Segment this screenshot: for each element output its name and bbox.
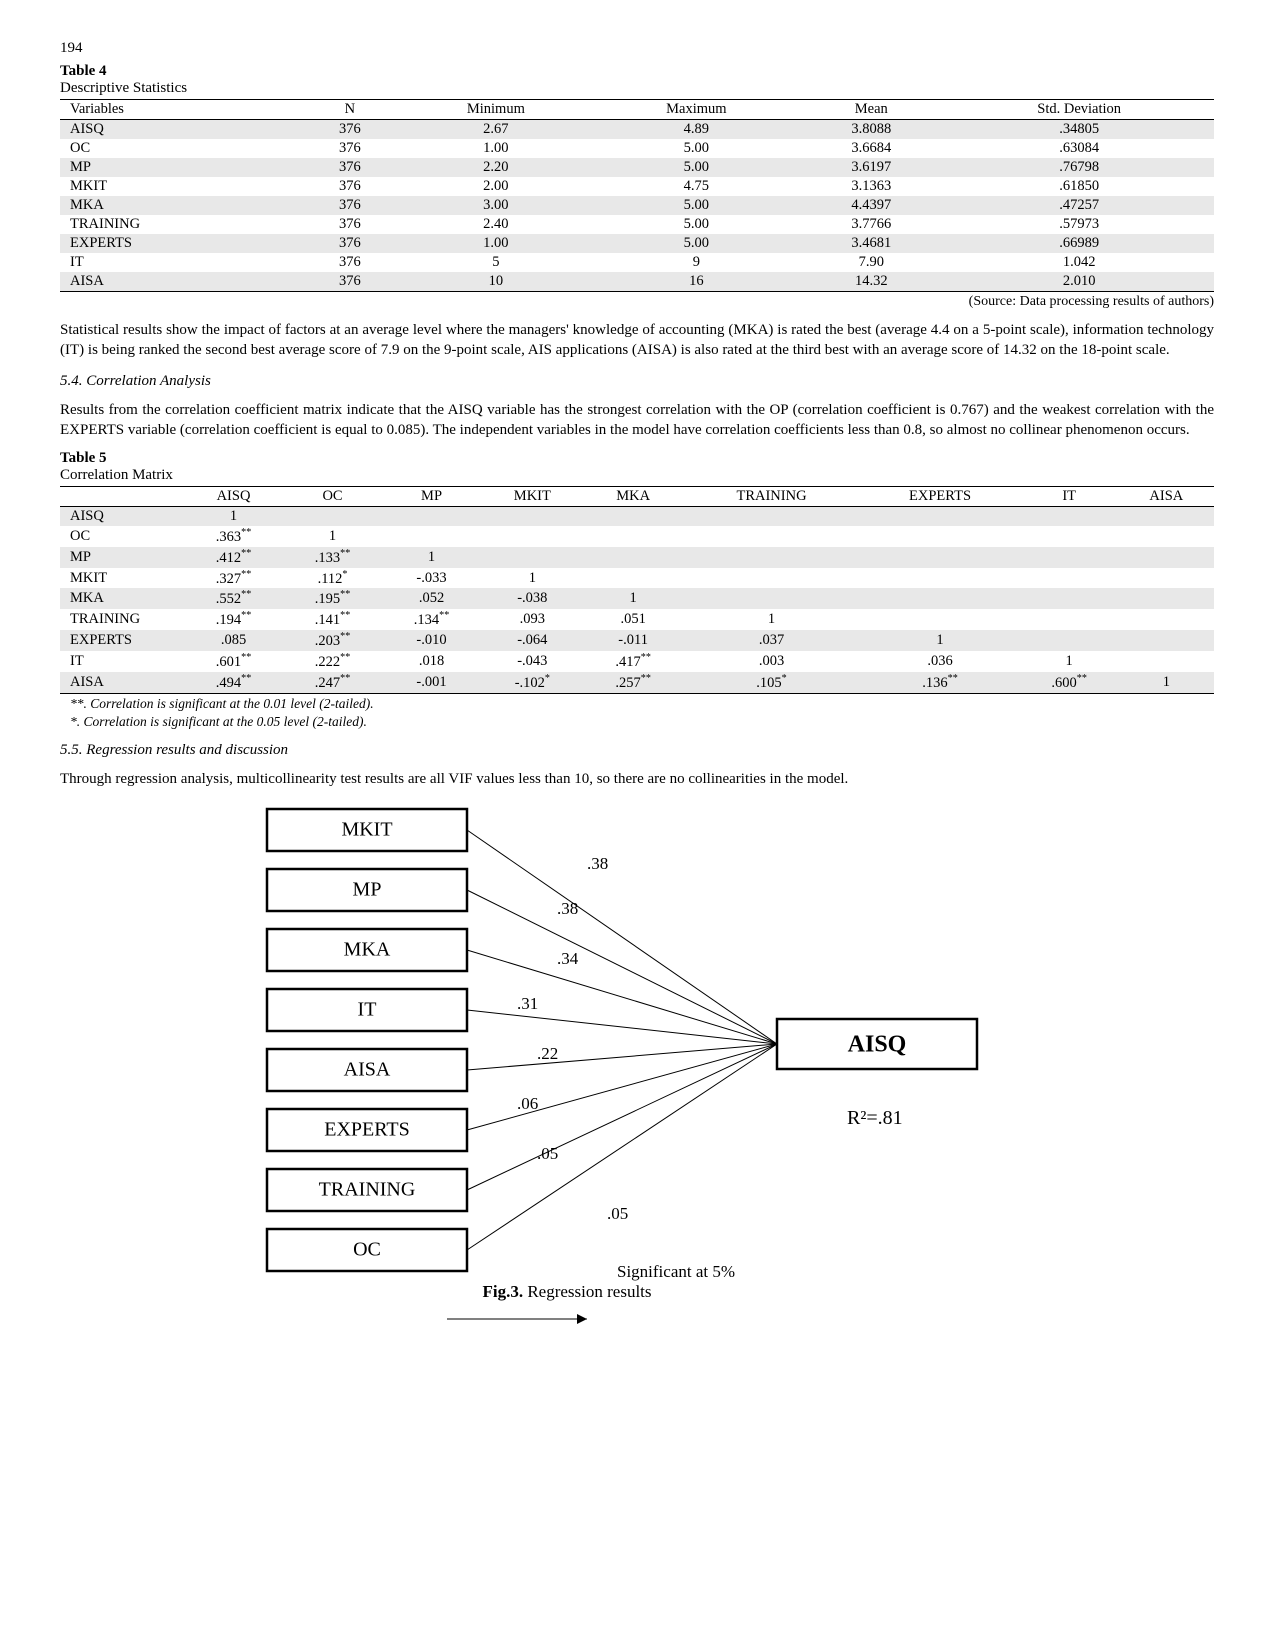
predictor-label: EXPERTS <box>324 1118 409 1140</box>
path-coefficient: .22 <box>537 1044 558 1063</box>
predictor-label: MKIT <box>341 818 392 840</box>
table-row: TRAINING.194**.141**.134**.093.0511 <box>60 609 1214 630</box>
table-row: MP3762.205.003.6197.76798 <box>60 158 1214 177</box>
table-row: OC.363**1 <box>60 526 1214 547</box>
table4-col: Variables <box>60 100 302 120</box>
path-edge <box>467 830 777 1044</box>
table5-footnote: **. Correlation is significant at the 0.… <box>70 696 1214 712</box>
table-row: MKA.552**.195**.052-.0381 <box>60 588 1214 609</box>
section-5-5-heading: 5.5. Regression results and discussion <box>60 742 1214 759</box>
table5-subtitle: Correlation Matrix <box>60 467 1214 484</box>
path-coefficient: .05 <box>537 1144 558 1163</box>
section-5-5-para: Through regression analysis, multicollin… <box>60 769 1214 789</box>
table4-subtitle: Descriptive Statistics <box>60 80 1214 97</box>
table4-col: Mean <box>798 100 944 120</box>
table5-col: EXPERTS <box>860 487 1019 507</box>
table4-col: Std. Deviation <box>944 100 1214 120</box>
table4-col: Minimum <box>397 100 594 120</box>
target-label: AISQ <box>848 1031 907 1057</box>
table-row: MKIT3762.004.753.1363.61850 <box>60 177 1214 196</box>
table5-col: AISA <box>1119 487 1214 507</box>
section-5-4-para: Results from the correlation coefficient… <box>60 400 1214 441</box>
path-coefficient: .38 <box>557 899 578 918</box>
table4: VariablesNMinimumMaximumMeanStd. Deviati… <box>60 99 1214 292</box>
table5-label: Table 5 <box>60 450 1214 467</box>
table-row: AISA.494**.247**-.001-.102*.257**.105*.1… <box>60 672 1214 693</box>
path-coefficient: .06 <box>517 1094 538 1113</box>
table5-col: OC <box>283 487 382 507</box>
table5: AISQOCMPMKITMKATRAININGEXPERTSITAISA AIS… <box>60 486 1214 694</box>
predictor-label: IT <box>358 998 377 1020</box>
predictor-label: OC <box>353 1238 381 1260</box>
table-row: MKA3763.005.004.4397.47257 <box>60 196 1214 215</box>
path-coefficient: .34 <box>557 949 579 968</box>
path-coefficient: .31 <box>517 994 538 1013</box>
table-row: AISQ3762.674.893.8088.34805 <box>60 120 1214 140</box>
page-number: 194 <box>60 40 1214 57</box>
table-row: OC3761.005.003.6684.63084 <box>60 139 1214 158</box>
path-edge <box>467 890 777 1044</box>
table5-col: IT <box>1020 487 1119 507</box>
path-coefficient: .05 <box>607 1204 628 1223</box>
figure-caption: Fig.3. Regression results <box>482 1282 651 1301</box>
table4-col: Maximum <box>594 100 798 120</box>
table-row: AISA376101614.322.010 <box>60 272 1214 292</box>
predictor-label: MKA <box>344 938 391 960</box>
table5-col: MP <box>382 487 481 507</box>
significance-label: Significant at 5% <box>617 1262 735 1281</box>
path-edge <box>467 1010 777 1044</box>
table5-col: MKIT <box>481 487 584 507</box>
arrow-head-icon <box>577 1314 587 1324</box>
para-after-table4: Statistical results show the impact of f… <box>60 320 1214 361</box>
table4-col: N <box>302 100 397 120</box>
table5-col: AISQ <box>184 487 283 507</box>
table-row: IT.601**.222**.018-.043.417**.003.0361 <box>60 651 1214 672</box>
table5-col: MKA <box>584 487 683 507</box>
r-squared-label: R²=.81 <box>847 1107 903 1129</box>
table-row: TRAINING3762.405.003.7766.57973 <box>60 215 1214 234</box>
table-row: MP.412**.133**1 <box>60 547 1214 568</box>
path-coefficient: .38 <box>587 854 608 873</box>
table-row: EXPERTS.085.203**-.010-.064-.011.0371 <box>60 630 1214 651</box>
table5-footnote: *. Correlation is significant at the 0.0… <box>70 714 1214 730</box>
table-row: AISQ1 <box>60 507 1214 527</box>
table4-label: Table 4 <box>60 63 1214 80</box>
table5-col <box>60 487 184 507</box>
table4-source: (Source: Data processing results of auth… <box>60 294 1214 310</box>
path-edge <box>467 950 777 1044</box>
table5-col: TRAINING <box>683 487 861 507</box>
section-5-4-heading: 5.4. Correlation Analysis <box>60 373 1214 390</box>
regression-diagram: MKIT .38 MP .38 MKA .34 IT .31 AISA .22 EXPERTS .06… <box>187 799 1087 1364</box>
predictor-label: MP <box>353 878 382 900</box>
predictor-label: AISA <box>344 1058 391 1080</box>
table-row: IT376597.901.042 <box>60 253 1214 272</box>
table-row: EXPERTS3761.005.003.4681.66989 <box>60 234 1214 253</box>
table-row: MKIT.327**.112*-.0331 <box>60 568 1214 589</box>
predictor-label: TRAINING <box>319 1178 416 1200</box>
